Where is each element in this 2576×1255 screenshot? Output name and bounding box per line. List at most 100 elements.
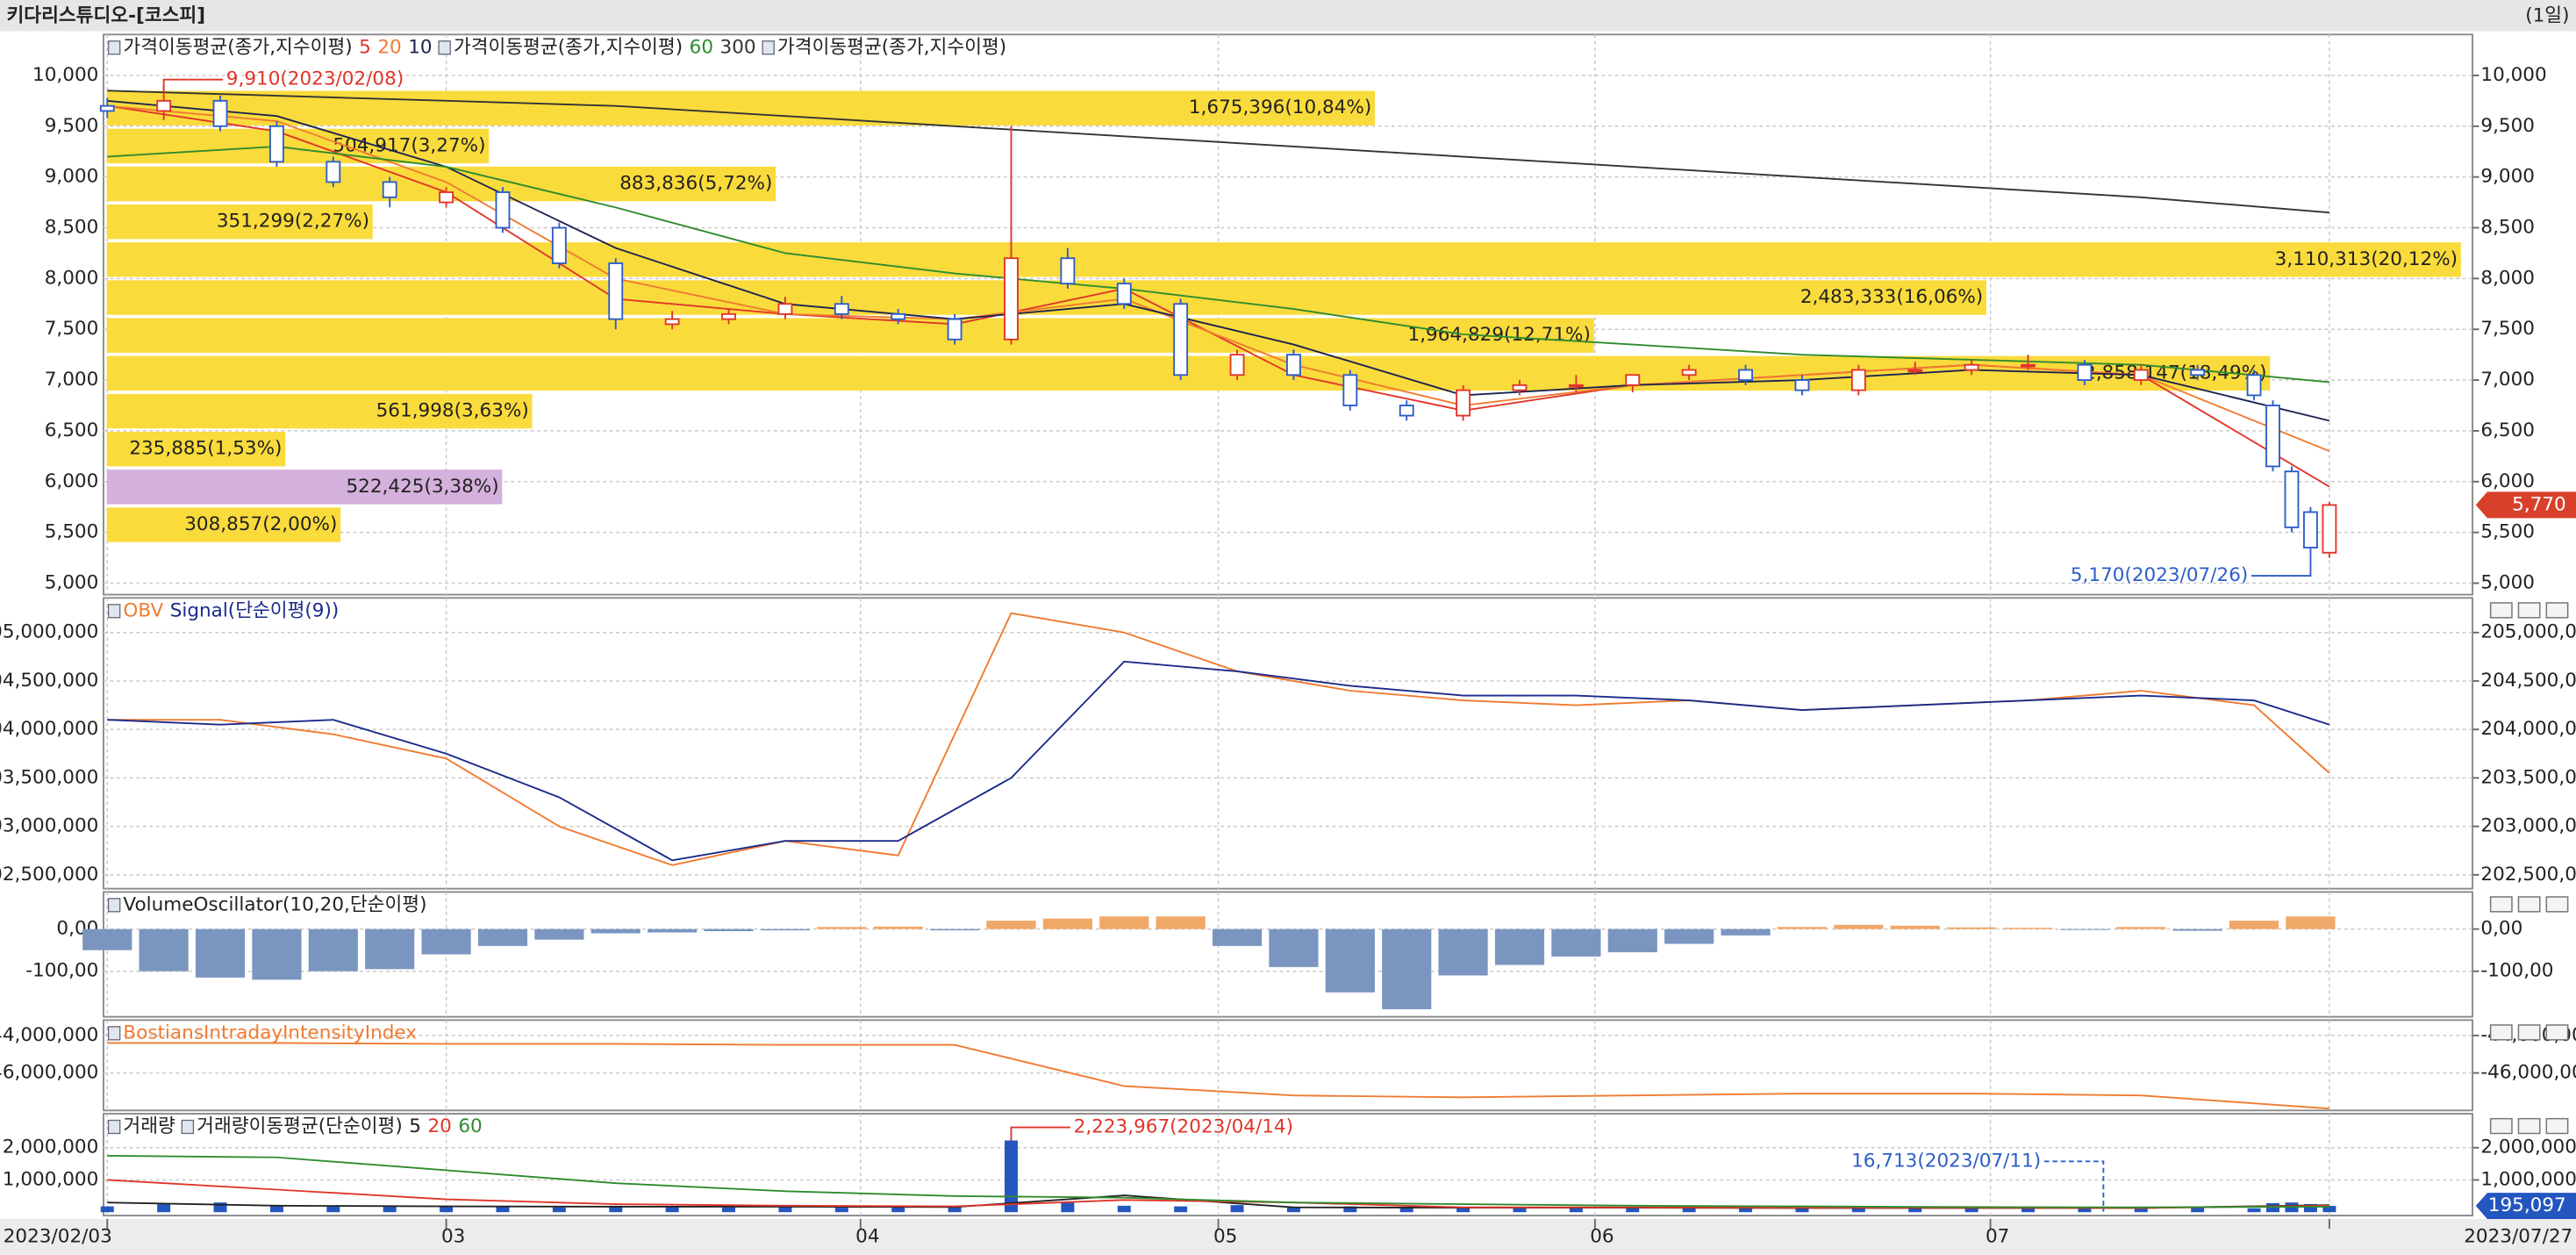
annotation-arrow — [162, 78, 224, 91]
candle-body — [551, 226, 567, 264]
panel-button[interactable] — [2489, 1024, 2513, 1041]
panel-button[interactable] — [2489, 896, 2513, 913]
oscillator-bar — [1834, 924, 1884, 929]
y-tick-label: 9,000 — [2480, 166, 2535, 188]
y-tick-label: 8,500 — [2480, 217, 2535, 239]
candle-body — [495, 191, 511, 229]
oscillator-bar — [1042, 918, 1092, 929]
oscillator-bar — [1890, 925, 1940, 929]
oscillator-bar — [2003, 928, 2053, 929]
volume-bar — [1908, 1207, 1922, 1213]
panel-button[interactable] — [2545, 602, 2569, 619]
oscillator-bar — [139, 929, 189, 972]
volume-bar — [1230, 1205, 1244, 1213]
panel-button[interactable] — [2517, 1117, 2541, 1135]
volume-profile-label: 1,964,829(12,71%) — [1408, 324, 1591, 346]
annotation: 16,713(2023/07/11) — [1851, 1150, 2041, 1172]
volume-bar — [157, 1204, 171, 1213]
y-tick-label: -44,000,000 — [0, 1024, 98, 1046]
y-tick-label: 204,500,000 — [2480, 670, 2576, 692]
volume-bar — [2021, 1208, 2035, 1213]
y-tick-label: 203,000,000 — [2480, 815, 2576, 837]
annotation-arrow — [2043, 1160, 2105, 1212]
legend-label: 5 — [409, 1115, 421, 1137]
y-tick-label: -100,00 — [2480, 960, 2553, 982]
volume-profile-bar — [106, 470, 503, 505]
panel-button[interactable] — [2517, 896, 2541, 913]
candle-body — [2077, 363, 2093, 382]
volume-bar — [1795, 1208, 1809, 1213]
volume-bar — [891, 1207, 905, 1213]
volume-bar — [2134, 1207, 2148, 1213]
panel-button[interactable] — [2517, 602, 2541, 619]
oscillator-bar — [1947, 927, 1997, 929]
y-tick-label: 5,000 — [45, 571, 99, 593]
panel-button[interactable] — [2489, 1117, 2513, 1135]
panel-frame — [103, 1113, 2473, 1217]
x-tick-label: 2023/02/03 — [4, 1225, 112, 1247]
volume-bar — [440, 1206, 454, 1213]
legend-icon — [762, 40, 775, 55]
panel-button[interactable] — [2545, 1117, 2569, 1135]
panel-button[interactable] — [2545, 896, 2569, 913]
volume-profile-label: 504,917(3,27%) — [333, 134, 485, 156]
y-tick-label: 8,000 — [2480, 267, 2535, 289]
volume-profile-bar — [106, 393, 533, 429]
volume-profile-bar — [106, 242, 2461, 277]
oscillator-bar — [590, 929, 640, 934]
annotation: 2,223,967(2023/04/14) — [1074, 1116, 1293, 1138]
oscillator-bar — [1494, 929, 1545, 965]
volume-bar — [2191, 1208, 2205, 1213]
moving-average-line — [107, 104, 2330, 452]
oscillator-bar — [2172, 929, 2222, 931]
oscillator-bar — [1156, 916, 1206, 929]
oscillator-bar — [930, 929, 980, 931]
y-tick-label: 10,000 — [32, 64, 98, 86]
volume-bar — [2247, 1208, 2261, 1213]
candle-body — [2133, 369, 2149, 382]
x-tick-label: 06 — [1590, 1225, 1614, 1247]
candle-body — [1286, 354, 1301, 376]
volume-bar — [1399, 1207, 1413, 1213]
last-value-badge — [2475, 1193, 2576, 1220]
candle-body — [2303, 511, 2318, 549]
volume-profile-bar — [106, 431, 286, 467]
x-tick-label: 05 — [1213, 1225, 1237, 1247]
candle-body — [664, 318, 680, 326]
panel-button[interactable] — [2517, 1024, 2541, 1041]
volume-bar — [100, 1206, 114, 1213]
panel-button[interactable] — [2489, 602, 2513, 619]
oscillator-bar — [1664, 929, 1714, 944]
x-tick-label: 03 — [441, 1225, 465, 1247]
panel-button[interactable] — [2545, 1024, 2569, 1041]
y-tick-label: 205,000,000 — [2480, 621, 2576, 643]
y-tick-label: 203,000,000 — [0, 815, 98, 837]
candle-body — [156, 99, 172, 112]
y-tick-label: 205,000,000 — [0, 621, 98, 643]
oscillator-bar — [1382, 929, 1432, 1009]
volume-profile-label: 2,483,333(16,06%) — [1800, 286, 1983, 308]
y-tick-label: 10,000 — [2480, 64, 2546, 86]
x-axis-bar — [0, 1218, 2576, 1255]
y-tick-label: 7,000 — [45, 369, 99, 391]
volume-bar — [1117, 1205, 1131, 1213]
volume-bar — [1682, 1208, 1696, 1213]
oscillator-bar — [2116, 927, 2166, 929]
volume-bar — [834, 1208, 848, 1213]
y-tick-label: 204,000,000 — [0, 718, 98, 740]
oscillator-bar — [2059, 929, 2109, 930]
candle-body — [608, 262, 624, 320]
candle-body — [1907, 369, 1923, 373]
oscillator-bar — [704, 929, 754, 932]
candle-body — [2284, 470, 2300, 528]
volume-profile-label: 522,425(3,38%) — [346, 476, 498, 498]
oscillator-bar — [760, 929, 811, 931]
period[interactable]: (1일) — [2525, 5, 2569, 27]
candle-body — [2265, 405, 2280, 468]
legend-label: 20 — [377, 36, 401, 58]
volume-bar — [609, 1205, 623, 1213]
oscillator-bar — [1607, 929, 1657, 953]
legend-label: 10 — [408, 36, 432, 58]
y-tick-label: 7,500 — [2480, 318, 2535, 340]
